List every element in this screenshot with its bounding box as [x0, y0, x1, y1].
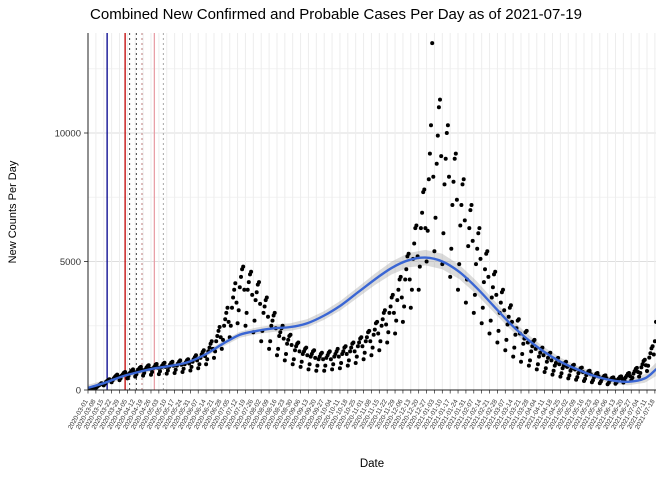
- x-axis-title: Date: [359, 458, 385, 470]
- scatter-points: [88, 41, 656, 390]
- y-axis-title: New Counts Per Day: [7, 160, 19, 264]
- chart-title: Combined New Confirmed and Probable Case…: [90, 6, 582, 23]
- y-axis-ticks: 0 5000 10000: [55, 129, 88, 397]
- y-tick-label: 10000: [55, 129, 81, 140]
- gridlines: [87, 33, 656, 391]
- x-axis-ticks: 2020-03-012020-03-082020-03-152020-03-22…: [67, 390, 657, 431]
- axes: [87, 33, 656, 391]
- reference-lines: [106, 33, 164, 390]
- y-tick-label: 0: [76, 386, 81, 397]
- smooth-line: [88, 256, 656, 390]
- y-tick-label: 5000: [60, 257, 81, 268]
